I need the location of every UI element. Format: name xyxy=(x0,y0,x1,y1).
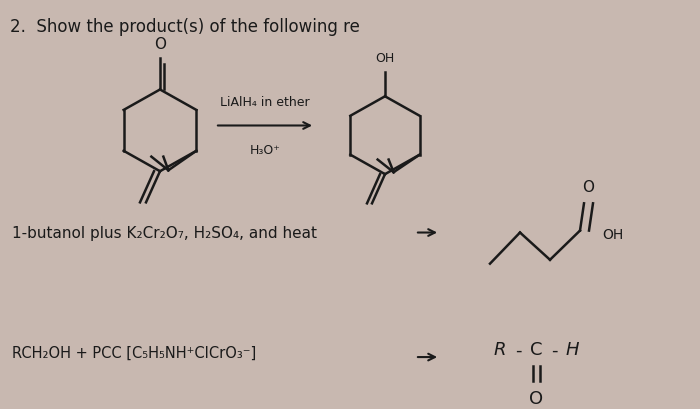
Text: 2.  Show the product(s) of the following re: 2. Show the product(s) of the following … xyxy=(10,18,360,36)
Text: 1-butanol plus K₂Cr₂O₇, H₂SO₄, and heat: 1-butanol plus K₂Cr₂O₇, H₂SO₄, and heat xyxy=(12,225,317,240)
Text: LiAlH₄ in ether: LiAlH₄ in ether xyxy=(220,96,310,109)
Text: O: O xyxy=(529,389,543,407)
Text: H: H xyxy=(566,340,579,358)
Text: OH: OH xyxy=(602,228,623,242)
Text: O: O xyxy=(154,36,166,52)
Text: RCH₂OH + PCC [C₅H₅NH⁺CICrO₃⁻]: RCH₂OH + PCC [C₅H₅NH⁺CICrO₃⁻] xyxy=(12,344,256,360)
Text: R: R xyxy=(494,340,506,358)
Text: -: - xyxy=(514,340,522,358)
Text: O: O xyxy=(582,179,594,194)
Text: -: - xyxy=(551,340,557,358)
Text: OH: OH xyxy=(375,52,395,65)
Text: C: C xyxy=(530,340,542,358)
Text: H₃O⁺: H₃O⁺ xyxy=(250,144,281,157)
